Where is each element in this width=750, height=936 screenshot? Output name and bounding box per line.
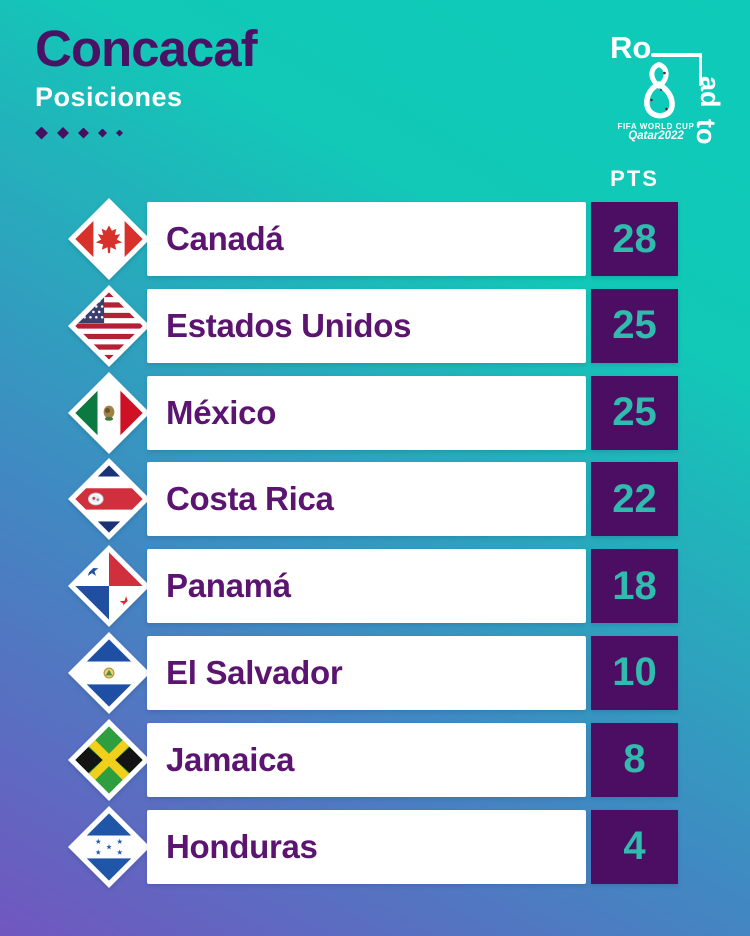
diamond-bullet [78, 127, 89, 139]
team-name-bar: El Salvador [147, 635, 586, 710]
points-value: 4 [623, 824, 646, 869]
diamond-bullets [35, 126, 257, 140]
team-name-bar: Costa Rica [147, 462, 586, 537]
team-name-bar: Estados Unidos [147, 288, 586, 363]
standings-row: Estados Unidos 25 [0, 284, 750, 367]
points-value: 25 [612, 303, 657, 348]
points-value: 28 [612, 216, 657, 261]
team-name-bar: Honduras [147, 809, 586, 884]
points-value: 8 [623, 737, 646, 782]
road-to-text-to: to [691, 119, 721, 145]
standings-row: Jamaica 8 [0, 718, 750, 801]
page-title: Concacaf [35, 20, 258, 77]
standings-row: Costa Rica 22 [0, 458, 750, 541]
points-box: 25 [591, 288, 678, 363]
points-box: 18 [591, 549, 678, 624]
costa-rica-flag-icon [68, 458, 150, 541]
team-name-bar: Canadá [147, 202, 586, 276]
standings-table: Canadá 28 [0, 198, 750, 896]
team-name-bar: Panamá [147, 549, 586, 624]
road-to-text-ad: ad [695, 76, 725, 108]
team-name: Jamaica [166, 740, 295, 778]
points-box: 8 [591, 722, 678, 797]
pts-column-header: PTS [610, 166, 659, 191]
points-box: 22 [591, 462, 678, 537]
team-name: Costa Rica [166, 480, 334, 518]
diamond-bullet [57, 127, 69, 140]
points-box: 28 [591, 202, 678, 276]
team-name-bar: Jamaica [147, 722, 586, 797]
diamond-bullet [116, 129, 123, 137]
qatar-2022-wordmark: Qatar2022 [628, 130, 684, 142]
points-value: 22 [612, 476, 657, 521]
standings-row: El Salvador 10 [0, 631, 750, 714]
page-subtitle: Posiciones [35, 81, 183, 112]
team-name: Honduras [166, 827, 318, 865]
team-name: México [166, 393, 277, 431]
standings-row: México 25 [0, 371, 750, 454]
team-name: Estados Unidos [166, 306, 412, 344]
points-box: 25 [591, 375, 678, 450]
points-value: 25 [612, 390, 657, 435]
points-value: 18 [612, 563, 657, 608]
road-line-vertical [698, 53, 702, 86]
team-name-bar: México [147, 375, 586, 450]
usa-flag-icon [68, 284, 150, 367]
diamond-bullet [98, 128, 107, 138]
diamond-bullet [35, 126, 48, 140]
canada-flag-icon [68, 198, 150, 280]
points-box: 4 [591, 809, 678, 884]
header: Concacaf Posiciones [35, 20, 258, 140]
worldcup-qatar2022-emblem-icon [644, 62, 675, 119]
team-name: El Salvador [166, 653, 343, 691]
standings-row: Honduras 4 [0, 805, 750, 888]
honduras-flag-icon [68, 805, 150, 888]
panama-flag-icon [68, 545, 150, 628]
standings-row: Canadá 28 [0, 198, 750, 280]
standings-row: Panamá 18 [0, 545, 750, 628]
road-to-text-ro: Ro [610, 30, 652, 65]
mexico-flag-icon [68, 371, 150, 454]
team-name: Panamá [166, 567, 291, 605]
team-name: Canadá [166, 220, 284, 257]
road-line-horizontal [651, 53, 702, 57]
fifa-world-cup-label: FIFA WORLD CUP [617, 122, 695, 131]
el-salvador-flag-icon [68, 631, 150, 714]
points-box: 10 [591, 635, 678, 710]
points-value: 10 [612, 650, 657, 695]
jamaica-flag-icon [68, 718, 150, 801]
